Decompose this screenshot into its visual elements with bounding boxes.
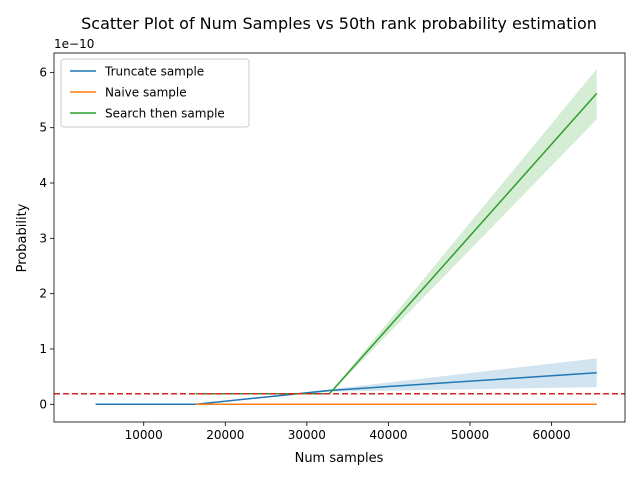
x-tick-label: 50000 [451,428,489,442]
legend-box [60,58,250,128]
legend-label: Search then sample [105,107,225,121]
legend-label: Truncate sample [104,65,204,79]
y-axis-label: Probability [15,203,30,272]
x-tick-label: 60000 [532,428,570,442]
y-tick-label: 6 [39,65,47,79]
axes [53,52,626,423]
confidence-bands [95,69,597,405]
y-tick-label: 3 [39,231,47,245]
chart-title: Scatter Plot of Num Samples vs 50th rank… [81,14,597,33]
y-tick-label: 0 [39,397,47,411]
x-tick-label: 10000 [125,428,163,442]
y-tick-label: 5 [39,121,47,135]
y-tick-label: 4 [39,176,47,190]
y-offset-label: 1e−10 [54,37,94,51]
x-tick-label: 30000 [288,428,326,442]
series-band-3 [195,69,597,395]
y-ticks: 0 1 2 3 4 5 6 [39,65,54,411]
x-axis-label: Num samples [295,451,384,466]
series-band-1 [95,358,597,405]
plot-frame [53,52,626,423]
series-lines [95,92,598,406]
x-ticks: 10000 20000 30000 40000 50000 60000 [125,422,571,442]
y-tick-label: 1 [39,342,47,356]
series-line-3 [195,92,598,395]
legend-label: Naive sample [105,86,187,100]
legend: Truncate sample Naive sample Search then s… [60,58,250,128]
x-tick-label: 20000 [206,428,244,442]
y-tick-label: 2 [39,287,47,301]
x-tick-label: 40000 [369,428,407,442]
